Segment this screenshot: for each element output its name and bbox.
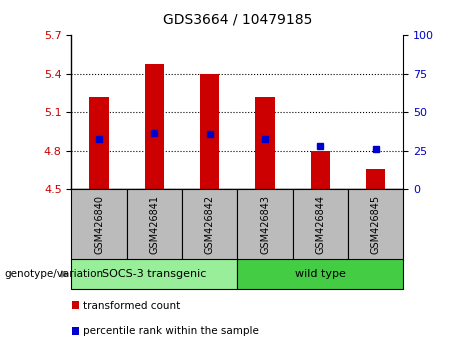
Bar xyxy=(182,189,237,260)
Text: GSM426843: GSM426843 xyxy=(260,195,270,254)
Text: GSM426845: GSM426845 xyxy=(371,195,381,254)
Text: GDS3664 / 10479185: GDS3664 / 10479185 xyxy=(163,12,312,27)
Bar xyxy=(145,64,164,189)
Bar xyxy=(293,189,348,260)
Bar xyxy=(311,151,330,189)
Bar xyxy=(366,169,385,189)
Bar xyxy=(72,327,79,335)
Text: genotype/variation: genotype/variation xyxy=(5,269,104,279)
Bar xyxy=(237,189,293,260)
Text: transformed count: transformed count xyxy=(83,301,180,310)
Text: wild type: wild type xyxy=(295,269,346,279)
Bar xyxy=(72,301,79,309)
Text: SOCS-3 transgenic: SOCS-3 transgenic xyxy=(102,269,207,279)
Text: GSM426840: GSM426840 xyxy=(94,195,104,254)
Bar xyxy=(237,259,403,289)
Text: percentile rank within the sample: percentile rank within the sample xyxy=(83,326,259,336)
Text: GSM426844: GSM426844 xyxy=(315,195,325,254)
Bar xyxy=(255,97,275,189)
Bar xyxy=(71,189,127,260)
Text: GSM426841: GSM426841 xyxy=(149,195,160,254)
Bar xyxy=(348,189,403,260)
Bar xyxy=(71,259,237,289)
Bar xyxy=(89,97,109,189)
Bar xyxy=(200,74,219,189)
Text: GSM426842: GSM426842 xyxy=(205,195,215,254)
Bar xyxy=(127,189,182,260)
